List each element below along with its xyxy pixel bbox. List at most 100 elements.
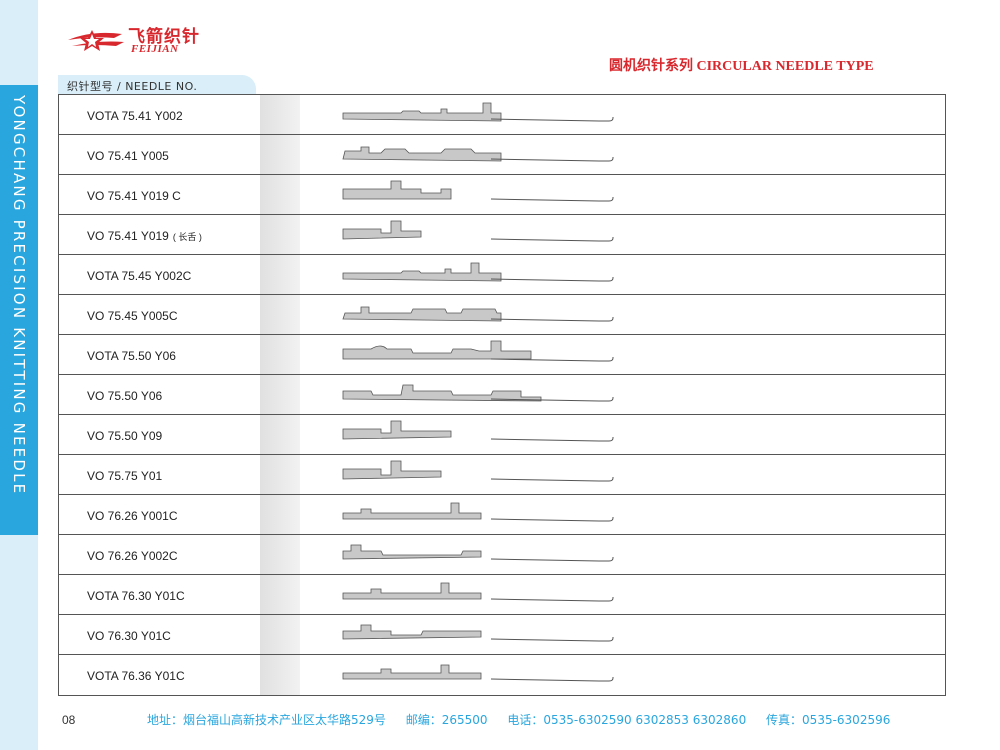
needle-body bbox=[342, 340, 532, 360]
needle-body bbox=[342, 460, 442, 480]
table-row: VO 75.41 Y019( 长舌 ) bbox=[59, 215, 945, 255]
needle-model-text: VOTA 76.30 Y01C bbox=[87, 589, 185, 603]
needle-drawing bbox=[342, 220, 614, 242]
needle-model-text: VO 75.41 Y005 bbox=[87, 149, 169, 163]
needle-model: VO 76.30 Y01C bbox=[87, 629, 171, 643]
table-row: VO 75.45 Y005C bbox=[59, 295, 945, 335]
needle-table: VOTA 75.41 Y002 VO 75.41 Y005 VO 75.41 Y01… bbox=[58, 94, 946, 696]
needle-body bbox=[342, 146, 502, 162]
needle-drawing bbox=[342, 460, 614, 482]
needle-model: VO 75.41 Y019( 长舌 ) bbox=[87, 229, 202, 243]
needle-model-text: VOTA 75.45 Y002C bbox=[87, 269, 192, 283]
needle-drawing bbox=[342, 624, 614, 642]
footer-postcode: 邮编：265500 bbox=[405, 713, 488, 727]
needle-model-text: VO 75.41 Y019 bbox=[87, 229, 169, 243]
needle-body bbox=[342, 544, 482, 560]
table-row: VOTA 76.36 Y01C bbox=[59, 655, 945, 695]
needle-model: VO 75.75 Y01 bbox=[87, 469, 162, 483]
needle-model-text: VOTA 75.50 Y06 bbox=[87, 349, 176, 363]
needle-body bbox=[342, 180, 452, 200]
needle-model: VO 75.41 Y019 C bbox=[87, 189, 181, 203]
needle-model: VO 75.45 Y005C bbox=[87, 309, 178, 323]
needle-body bbox=[342, 624, 482, 640]
needle-body bbox=[342, 502, 482, 520]
footer-fax: 传真：0535-6302596 bbox=[766, 713, 891, 727]
needle-model-text: VO 75.75 Y01 bbox=[87, 469, 163, 483]
needle-model-note: ( 长舌 ) bbox=[172, 232, 202, 242]
logo-chinese: 飞箭织针 bbox=[128, 27, 200, 47]
needle-hook bbox=[490, 637, 614, 642]
needle-hook bbox=[490, 597, 614, 602]
side-band-blue bbox=[0, 85, 38, 535]
logo-arrow-icon bbox=[68, 30, 124, 51]
needle-model-text: VOTA 76.36 Y01C bbox=[87, 669, 185, 683]
needle-model-text: VO 75.50 Y09 bbox=[87, 429, 163, 443]
series-title: 圆机织针系列 CIRCULAR NEEDLE TYPE bbox=[609, 59, 874, 74]
needle-body bbox=[342, 664, 482, 680]
needle-hook bbox=[490, 677, 614, 682]
needle-model: VOTA 76.36 Y01C bbox=[87, 669, 185, 683]
needle-hook bbox=[490, 357, 614, 362]
page-number: 08 bbox=[62, 713, 76, 727]
table-row: VO 76.26 Y002C bbox=[59, 535, 945, 575]
needle-hook bbox=[490, 517, 614, 522]
logo-english: FEIJIAN bbox=[131, 43, 179, 55]
needle-model-text: VO 76.30 Y01C bbox=[87, 629, 171, 643]
needle-body bbox=[342, 102, 502, 122]
needle-hook bbox=[490, 437, 614, 442]
table-row: VO 75.50 Y09 bbox=[59, 415, 945, 455]
gray-column bbox=[260, 95, 300, 695]
needle-drawing bbox=[342, 102, 614, 122]
footer-address: 地址：烟台福山高新技术产业区太华路529号 bbox=[147, 713, 386, 727]
needle-model: VOTA 75.41 Y002 bbox=[87, 109, 183, 123]
needle-model: VO 75.50 Y09 bbox=[87, 429, 162, 443]
table-header-label: 织针型号 / NEEDLE NO. bbox=[67, 80, 198, 93]
table-row: VOTA 75.45 Y002C bbox=[59, 255, 945, 295]
needle-hook bbox=[490, 317, 614, 322]
needle-model-text: VOTA 75.41 Y002 bbox=[87, 109, 183, 123]
needle-drawing bbox=[342, 544, 614, 562]
needle-drawing bbox=[342, 384, 614, 402]
table-row: VO 75.50 Y06 bbox=[59, 375, 945, 415]
needle-model-text: VO 75.41 Y019 C bbox=[87, 189, 181, 203]
needle-model: VOTA 75.45 Y002C bbox=[87, 269, 191, 283]
table-row: VO 75.41 Y019 C bbox=[59, 175, 945, 215]
needle-hook bbox=[490, 277, 614, 282]
needle-hook bbox=[490, 397, 614, 402]
needle-model-text: VO 75.50 Y06 bbox=[87, 389, 163, 403]
needle-body bbox=[342, 582, 482, 600]
needle-hook bbox=[490, 197, 614, 202]
needle-model-text: VO 76.26 Y002C bbox=[87, 549, 178, 563]
needle-model: VO 75.50 Y06 bbox=[87, 389, 162, 403]
table-row: VO 76.26 Y001C bbox=[59, 495, 945, 535]
needle-drawing bbox=[342, 180, 614, 202]
needle-drawing bbox=[342, 340, 614, 362]
needle-drawing bbox=[342, 262, 614, 282]
needle-drawing bbox=[342, 502, 614, 522]
needle-hook bbox=[490, 157, 614, 162]
needle-model-text: VO 75.45 Y005C bbox=[87, 309, 178, 323]
needle-body bbox=[342, 420, 452, 440]
needle-model-text: VO 76.26 Y001C bbox=[87, 509, 178, 523]
table-header-tab: 织针型号 / NEEDLE NO. bbox=[58, 75, 256, 94]
needle-model: VO 76.26 Y002C bbox=[87, 549, 178, 563]
needle-hook bbox=[490, 237, 614, 242]
needle-drawing bbox=[342, 306, 614, 322]
footer-contact: 地址：烟台福山高新技术产业区太华路529号 邮编：265500 电话：0535-… bbox=[147, 711, 906, 728]
needle-body bbox=[342, 220, 422, 240]
table-row: VO 76.30 Y01C bbox=[59, 615, 945, 655]
side-band: YONGCHANG PRECISION KNITTING NEEDLE bbox=[0, 0, 38, 750]
needle-hook bbox=[490, 477, 614, 482]
side-brand-text: YONGCHANG PRECISION KNITTING NEEDLE bbox=[10, 95, 28, 496]
needle-body bbox=[342, 384, 542, 402]
needle-body bbox=[342, 306, 502, 322]
table-row: VOTA 75.50 Y06 bbox=[59, 335, 945, 375]
table-row: VO 75.75 Y01 bbox=[59, 455, 945, 495]
needle-drawing bbox=[342, 664, 614, 682]
needle-hook bbox=[490, 117, 614, 122]
needle-drawing bbox=[342, 146, 614, 162]
needle-body bbox=[342, 262, 502, 282]
needle-drawing bbox=[342, 420, 614, 442]
table-row: VOTA 76.30 Y01C bbox=[59, 575, 945, 615]
needle-hook bbox=[490, 557, 614, 562]
